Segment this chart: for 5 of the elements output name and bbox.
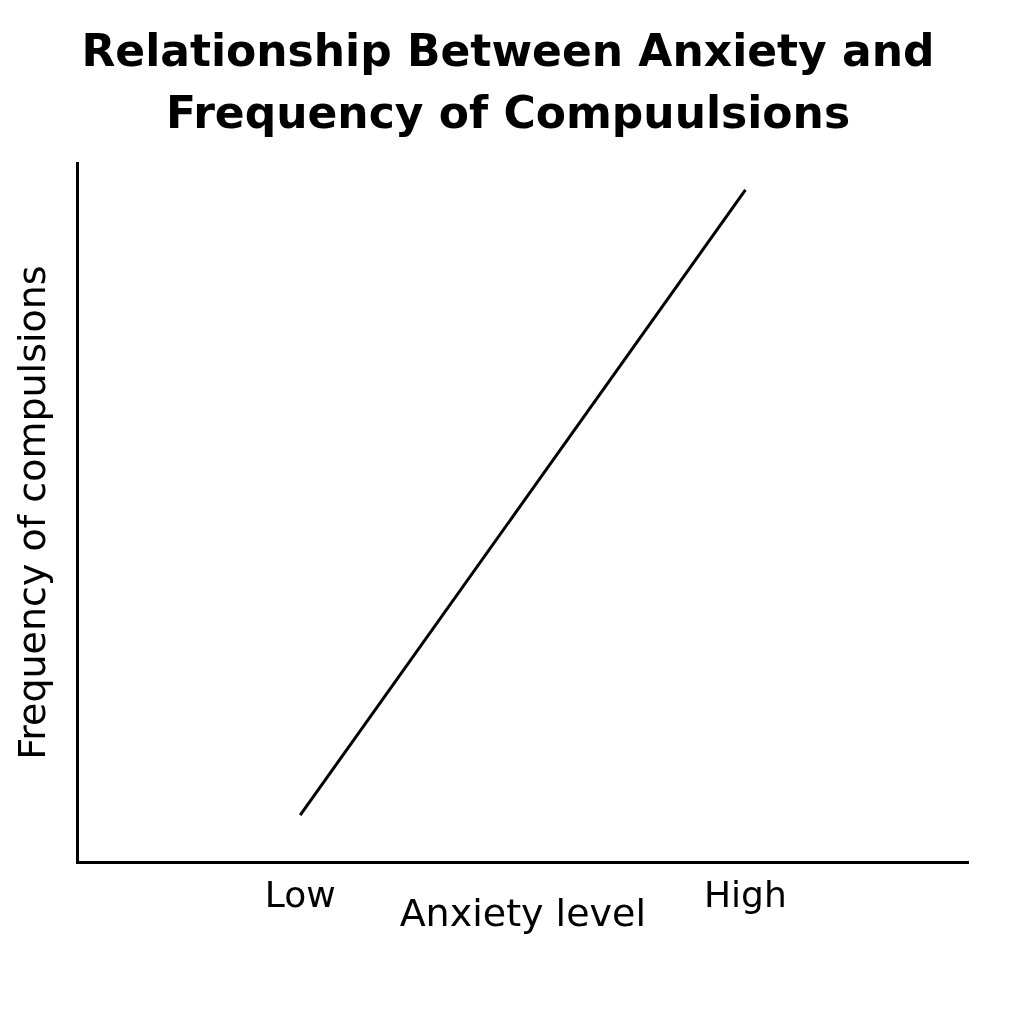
x-axis-title: Anxiety level — [399, 891, 646, 936]
y-axis-title: Frequency of compulsions — [9, 265, 54, 761]
chart-title: Relationship Between Anxiety and Frequency of Compuulsions — [80, 24, 936, 140]
x-tick-label: Low — [264, 874, 336, 916]
x-tick-label: High — [704, 874, 787, 916]
